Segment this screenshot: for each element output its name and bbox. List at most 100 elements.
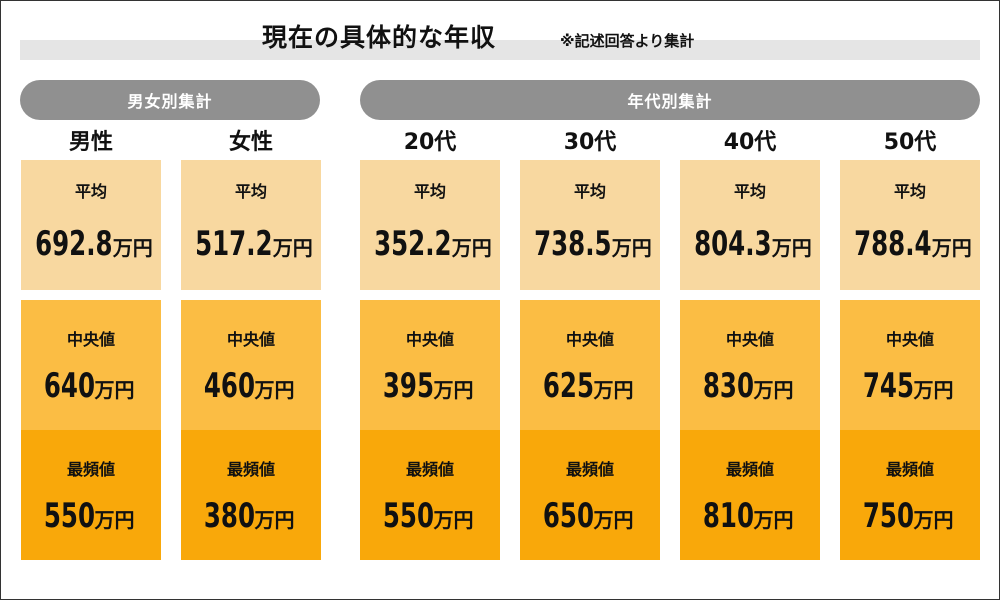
value-unit: 万円 [931,236,972,260]
value-unit: 万円 [913,508,954,532]
mode-cell: 最頻値 380 万円 [181,430,321,560]
median-cell: 中央値 625 万円 [520,300,660,430]
median-value: 830 万円 [702,366,794,406]
median-label: 中央値 [885,330,934,349]
value-number: 692.8 [35,224,113,264]
value-unit: 万円 [753,508,794,532]
median-cell: 中央値 830 万円 [680,300,820,430]
value-unit: 万円 [272,236,313,260]
title-band [20,40,980,60]
value-number: 650 [542,496,594,536]
avg-label: 平均 [413,182,446,201]
mode-value: 750 万円 [862,496,954,536]
column: 女性 平均 517.2 万円 中央値 460 万円 最頻値 380 万円 [181,120,321,560]
avg-value: 788.4 万円 [848,224,972,264]
avg-label: 平均 [733,182,766,201]
value-unit: 万円 [451,236,492,260]
median-cell: 中央値 745 万円 [840,300,980,430]
median-value: 745 万円 [862,366,954,406]
mode-cell: 最頻値 750 万円 [840,430,980,560]
mode-value: 810 万円 [702,496,794,536]
value-unit: 万円 [433,378,474,402]
mode-cell: 最頻値 550 万円 [360,430,500,560]
value-unit: 万円 [94,378,135,402]
mode-value: 550 万円 [382,496,474,536]
mode-label: 最頻値 [405,460,454,479]
median-label: 中央値 [66,330,115,349]
value-unit: 万円 [593,378,634,402]
avg-value: 804.3 万円 [688,224,812,264]
avg-cell: 平均 352.2 万円 [360,160,500,290]
avg-value: 738.5 万円 [528,224,652,264]
median-cell: 中央値 395 万円 [360,300,500,430]
mode-value: 650 万円 [542,496,634,536]
value-number: 517.2 [195,224,273,264]
mode-value: 550 万円 [43,496,135,536]
page-title: 現在の具体的な年収 [262,23,497,52]
value-number: 804.3 [694,224,772,264]
group-age: 年代別集計 [360,80,980,120]
median-cell: 中央値 460 万円 [181,300,321,430]
value-number: 460 [203,366,255,406]
value-unit: 万円 [771,236,812,260]
value-number: 745 [862,366,914,406]
avg-cell: 平均 738.5 万円 [520,160,660,290]
value-number: 738.5 [534,224,612,264]
column-header: 女性 [228,130,273,155]
value-number: 395 [382,366,434,406]
avg-value: 517.2 万円 [189,224,313,264]
median-value: 625 万円 [542,366,634,406]
value-unit: 万円 [593,508,634,532]
median-value: 460 万円 [203,366,295,406]
value-number: 380 [203,496,255,536]
column-header: 50代 [883,130,937,155]
mode-label: 最頻値 [226,460,275,479]
avg-label: 平均 [573,182,606,201]
avg-cell: 平均 788.4 万円 [840,160,980,290]
note: ※記述回答より集計 [560,32,695,50]
avg-label: 平均 [893,182,926,201]
mode-cell: 最頻値 810 万円 [680,430,820,560]
avg-value: 692.8 万円 [29,224,153,264]
mode-label: 最頻値 [66,460,115,479]
median-label: 中央値 [565,330,614,349]
value-number: 625 [542,366,594,406]
value-number: 550 [382,496,434,536]
mode-label: 最頻値 [885,460,934,479]
value-unit: 万円 [433,508,474,532]
value-unit: 万円 [94,508,135,532]
value-number: 550 [43,496,95,536]
value-number: 810 [702,496,754,536]
avg-value: 352.2 万円 [368,224,492,264]
value-number: 830 [702,366,754,406]
value-unit: 万円 [611,236,652,260]
column: 50代 平均 788.4 万円 中央値 745 万円 最頻値 750 万円 [840,120,980,560]
value-unit: 万円 [913,378,954,402]
value-unit: 万円 [254,378,295,402]
median-label: 中央値 [226,330,275,349]
value-number: 788.4 [854,224,932,264]
mode-cell: 最頻値 550 万円 [21,430,161,560]
column: 男性 平均 692.8 万円 中央値 640 万円 最頻値 550 万円 [21,120,161,560]
avg-label: 平均 [234,182,267,201]
median-value: 640 万円 [43,366,135,406]
median-value: 395 万円 [382,366,474,406]
column: 40代 平均 804.3 万円 中央値 830 万円 最頻値 810 万円 [680,120,820,560]
column-header: 40代 [723,130,777,155]
median-cell: 中央値 640 万円 [21,300,161,430]
column-header: 20代 [403,130,457,155]
avg-cell: 平均 692.8 万円 [21,160,161,290]
avg-cell: 平均 517.2 万円 [181,160,321,290]
value-number: 750 [862,496,914,536]
avg-cell: 平均 804.3 万円 [680,160,820,290]
mode-cell: 最頻値 650 万円 [520,430,660,560]
mode-value: 380 万円 [203,496,295,536]
value-number: 352.2 [374,224,452,264]
column: 30代 平均 738.5 万円 中央値 625 万円 最頻値 650 万円 [520,120,660,560]
median-label: 中央値 [405,330,454,349]
median-label: 中央値 [725,330,774,349]
value-number: 640 [43,366,95,406]
value-unit: 万円 [753,378,794,402]
value-unit: 万円 [112,236,153,260]
value-unit: 万円 [254,508,295,532]
